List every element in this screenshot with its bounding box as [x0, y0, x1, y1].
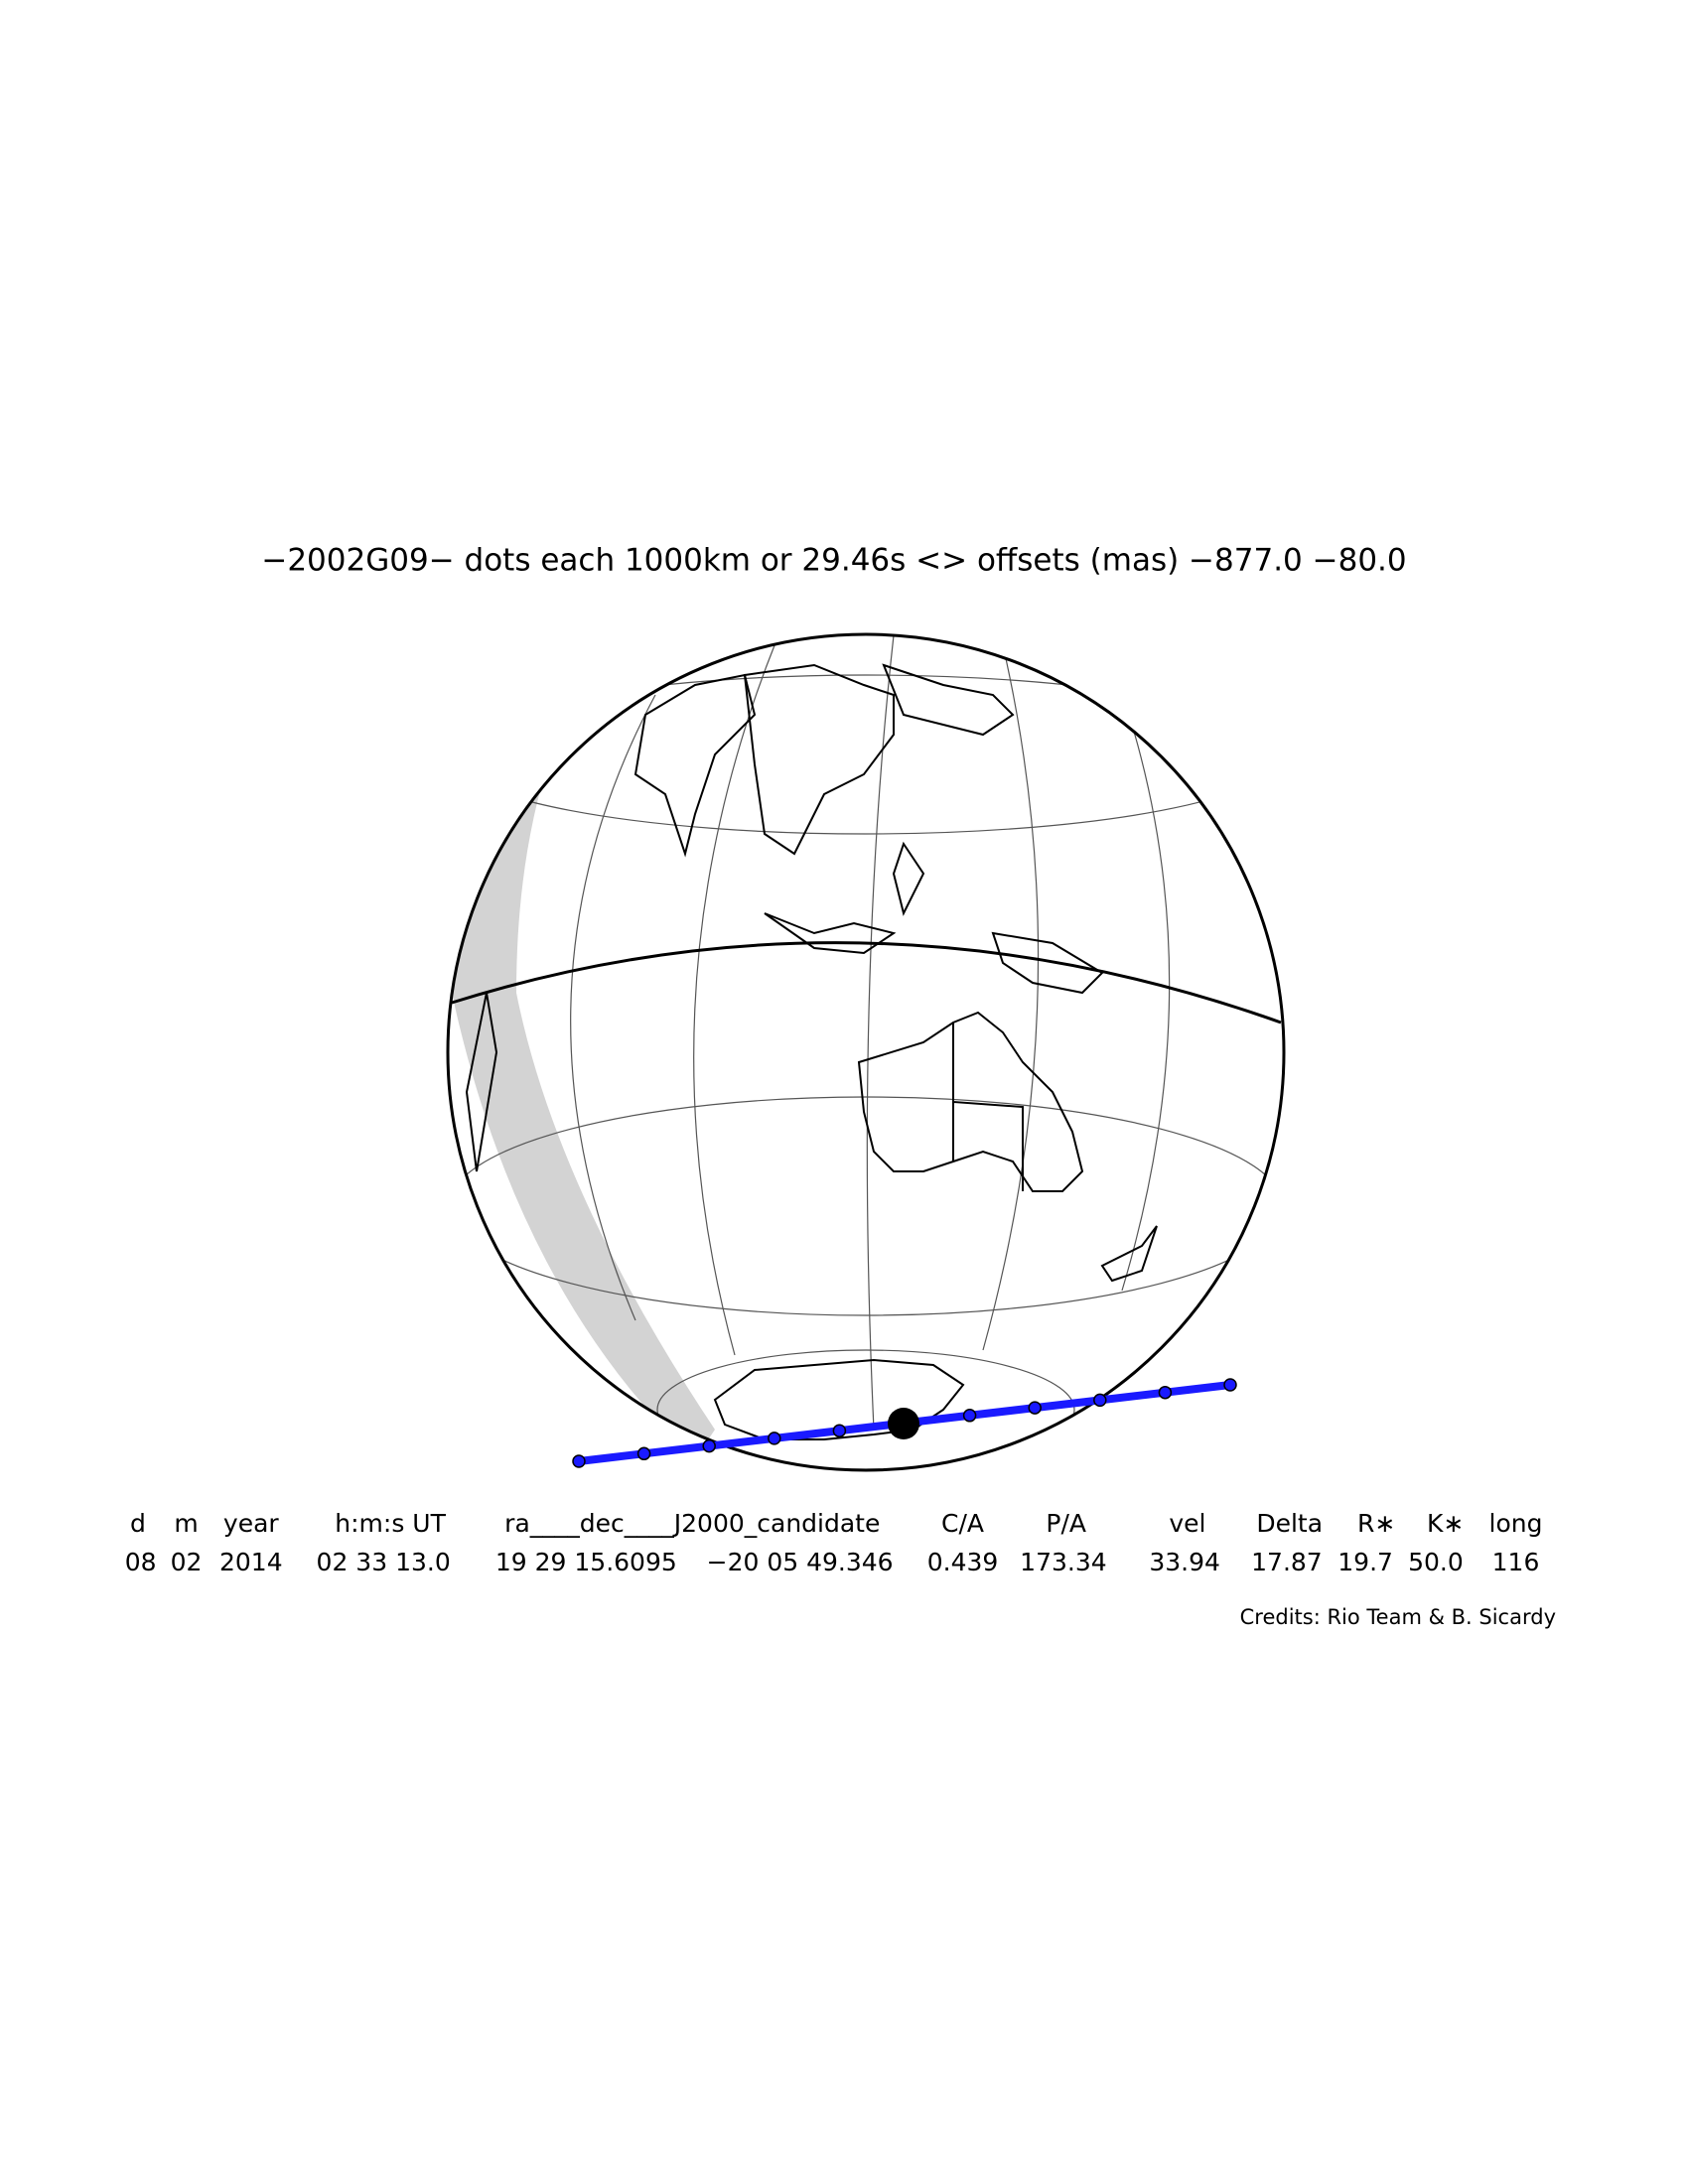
value-cell: 173.34 [1020, 1548, 1106, 1576]
value-cell: 50.0 [1408, 1548, 1464, 1576]
track-dot [1223, 1378, 1237, 1392]
header-cell: Delta [1256, 1509, 1323, 1538]
equator [451, 941, 1282, 1024]
prediction-table: d m year h:m:s UT ra____dec____J2000_candida… [125, 1509, 1543, 1576]
value-cell: 0.439 [927, 1548, 999, 1576]
header-cell: year [223, 1509, 279, 1538]
track-dot [1158, 1385, 1173, 1400]
value-cell: 116 [1492, 1548, 1540, 1576]
value-cell: 02 33 13.0 [317, 1548, 451, 1576]
header-cell: P/A [1046, 1509, 1086, 1538]
header-cell: m [174, 1509, 198, 1538]
value-cell: 19 29 15.6095 [495, 1548, 677, 1576]
header-cell: K∗ [1427, 1509, 1464, 1538]
body-position [888, 1408, 919, 1439]
value-cell: 19.7 [1337, 1548, 1393, 1576]
header-cell: long [1489, 1509, 1543, 1538]
globe-outline [446, 632, 1286, 1472]
track-dot [572, 1454, 586, 1468]
header-cell: ra____dec____J2000_candidate [504, 1509, 880, 1538]
occultation-track [572, 1378, 1237, 1468]
track-dot [636, 1446, 651, 1461]
track-dot [1093, 1393, 1107, 1408]
header-cell: h:m:s UT [335, 1509, 446, 1538]
value-cell: −20 05 49.346 [707, 1548, 894, 1576]
track-dot [1028, 1401, 1042, 1415]
track-dot [832, 1424, 847, 1437]
coastlines [465, 663, 1158, 1440]
track-dot [962, 1409, 977, 1423]
value-cell: 02 [171, 1548, 203, 1576]
value-cell: 17.87 [1251, 1548, 1323, 1576]
header-cell: vel [1169, 1509, 1205, 1538]
track-dot [768, 1432, 781, 1445]
map-title: −2002G09− dots each 1000km or 29.46s <> … [261, 543, 1406, 579]
value-cell: 33.94 [1149, 1548, 1220, 1576]
header-cell: R∗ [1357, 1509, 1395, 1538]
value-cell: 2014 [219, 1548, 283, 1576]
value-cell: 08 [125, 1548, 157, 1576]
credits: Credits: Rio Team & B. Sicardy [1240, 1605, 1556, 1629]
header-cell: d [130, 1509, 146, 1538]
track-dot [702, 1438, 716, 1453]
header-cell: C/A [941, 1509, 984, 1538]
